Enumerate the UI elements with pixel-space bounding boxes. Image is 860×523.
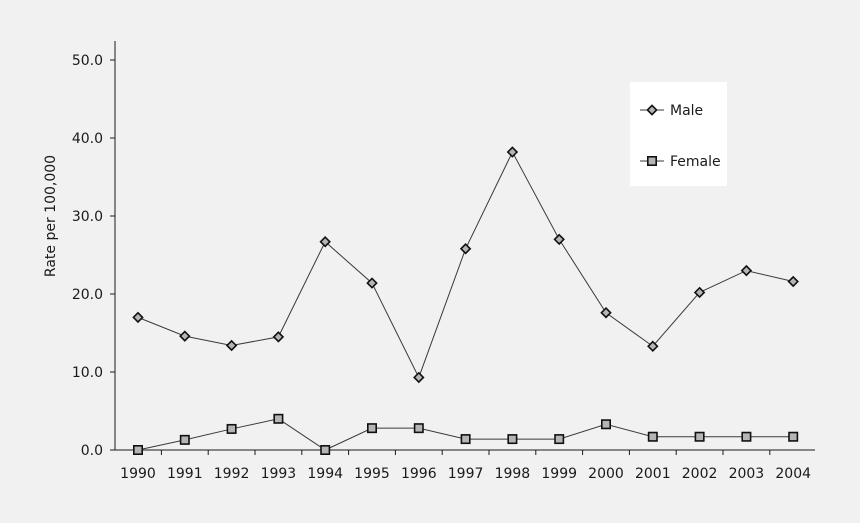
series-female xyxy=(133,413,799,455)
y-axis-title: Rate per 100,000 xyxy=(43,155,59,277)
x-tick-label: 2000 xyxy=(588,466,624,482)
data-point-male xyxy=(225,339,238,352)
y-tick-label: 30.0 xyxy=(72,209,103,225)
x-tick-label: 1994 xyxy=(307,466,343,482)
data-point-male xyxy=(319,236,331,248)
data-point-female xyxy=(600,419,611,430)
series-group xyxy=(132,146,799,455)
x-tick-label: 1991 xyxy=(167,466,203,482)
x-tick-label: 1993 xyxy=(261,466,297,482)
data-point-male xyxy=(413,371,425,384)
y-tick-label: 10.0 xyxy=(72,365,103,381)
data-point-male xyxy=(459,243,472,255)
x-tick-label: 2003 xyxy=(729,466,765,482)
data-point-female xyxy=(320,444,331,455)
data-point-female xyxy=(179,434,190,445)
y-tick-label: 0.0 xyxy=(81,443,103,459)
data-point-female xyxy=(366,423,377,434)
legend-label-female: Female xyxy=(670,154,721,170)
data-point-male xyxy=(366,277,378,289)
x-tick-label: 2002 xyxy=(682,466,718,482)
data-point-male xyxy=(179,330,191,342)
x-tick-label: 1990 xyxy=(120,466,156,482)
data-point-female xyxy=(694,431,705,442)
x-tick-label: 1997 xyxy=(448,466,484,482)
data-point-male xyxy=(272,331,285,343)
data-point-male xyxy=(553,233,565,246)
y-tick-label: 50.0 xyxy=(72,53,103,69)
y-tick-label: 40.0 xyxy=(72,131,103,147)
legend-marker-male xyxy=(646,104,658,116)
legend: Male Female xyxy=(630,82,727,186)
data-point-male xyxy=(740,264,753,277)
x-tick-label: 1998 xyxy=(495,466,531,482)
data-point-female xyxy=(554,434,565,445)
data-point-male xyxy=(132,311,144,324)
x-tick-label: 1999 xyxy=(541,466,577,482)
x-axis: 1990 1991 1992 1993 1994 1995 1996 1997 1998 1999… xyxy=(115,449,815,482)
data-point-male xyxy=(506,146,519,158)
legend-box xyxy=(630,82,727,186)
y-tick-label: 20.0 xyxy=(72,287,103,303)
legend-label-male: Male xyxy=(670,103,703,119)
y-axis: 0.0 10.0 20.0 30.0 40.0 50.0 xyxy=(72,41,116,459)
data-point-male xyxy=(647,340,659,352)
data-point-female xyxy=(413,423,424,434)
data-point-male xyxy=(787,275,799,288)
data-point-female xyxy=(133,444,144,455)
x-tick-label: 1995 xyxy=(354,466,390,482)
data-point-male xyxy=(600,306,612,319)
x-tick-label: 2004 xyxy=(775,466,811,482)
data-point-female xyxy=(460,434,471,445)
data-point-female xyxy=(788,431,799,442)
data-point-male xyxy=(693,286,706,299)
data-point-female xyxy=(741,431,752,442)
data-point-female xyxy=(226,423,237,434)
x-tick-label: 2001 xyxy=(635,466,671,482)
x-tick-label: 1992 xyxy=(214,466,250,482)
data-point-female xyxy=(507,434,518,445)
legend-marker-female xyxy=(646,156,657,167)
x-tick-label: 1996 xyxy=(401,466,437,482)
series-male xyxy=(132,146,799,384)
data-point-female xyxy=(647,431,658,442)
data-point-female xyxy=(273,413,284,424)
